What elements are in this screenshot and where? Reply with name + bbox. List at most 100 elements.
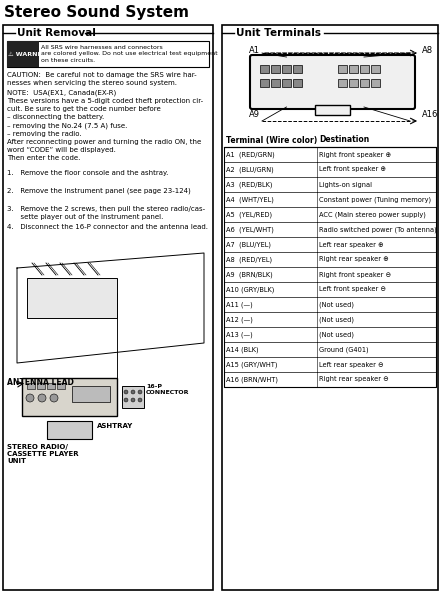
Bar <box>37 383 45 389</box>
Text: Right front speaker ⊕: Right front speaker ⊕ <box>319 151 391 157</box>
Text: Right front speaker ⊖: Right front speaker ⊖ <box>319 271 391 277</box>
Text: Left front speaker ⊖: Left front speaker ⊖ <box>319 286 386 292</box>
Text: 1.   Remove the floor console and the ashtray.: 1. Remove the floor console and the asht… <box>7 170 168 176</box>
Bar <box>224 207 436 222</box>
Circle shape <box>138 390 142 394</box>
Bar <box>224 282 436 297</box>
Text: ASHTRAY: ASHTRAY <box>97 423 133 429</box>
Bar <box>224 162 436 177</box>
Text: CAUTION:  Be careful not to damage the SRS wire har-
nesses when servicing the s: CAUTION: Be careful not to damage the SR… <box>7 72 197 86</box>
Text: Right rear speaker ⊖: Right rear speaker ⊖ <box>319 377 389 383</box>
Bar <box>224 342 436 357</box>
Text: A7  (BLU/YEL): A7 (BLU/YEL) <box>226 241 271 248</box>
Text: A13 (—): A13 (—) <box>226 331 253 338</box>
Bar <box>224 192 436 207</box>
Bar <box>370 79 380 87</box>
Circle shape <box>138 398 142 402</box>
Bar <box>27 383 35 389</box>
Text: Left rear speaker ⊕: Left rear speaker ⊕ <box>319 241 384 247</box>
Bar <box>224 147 436 387</box>
Text: A2  (BLU/GRN): A2 (BLU/GRN) <box>226 166 274 173</box>
Bar <box>337 65 347 73</box>
Text: Right rear speaker ⊕: Right rear speaker ⊕ <box>319 257 389 263</box>
Bar <box>315 105 350 115</box>
Text: (Not used): (Not used) <box>319 316 354 323</box>
Text: A9  (BRN/BLK): A9 (BRN/BLK) <box>226 271 273 278</box>
Text: ⚠ WARNING: ⚠ WARNING <box>8 52 50 56</box>
Text: A11 (—): A11 (—) <box>226 301 253 308</box>
Bar <box>7 41 39 67</box>
Bar <box>293 79 302 87</box>
Text: A10 (GRY/BLK): A10 (GRY/BLK) <box>226 286 274 293</box>
Circle shape <box>38 394 46 402</box>
Bar <box>122 386 144 408</box>
Text: A12 (—): A12 (—) <box>226 316 253 323</box>
Text: Left front speaker ⊕: Left front speaker ⊕ <box>319 166 386 173</box>
Text: Radio switched power (To antenna): Radio switched power (To antenna) <box>319 226 437 233</box>
Text: A15 (GRY/WHT): A15 (GRY/WHT) <box>226 361 277 368</box>
Text: Left rear speaker ⊖: Left rear speaker ⊖ <box>319 361 384 367</box>
Bar <box>224 267 436 282</box>
Circle shape <box>50 394 58 402</box>
Circle shape <box>124 398 128 402</box>
Text: Ground (G401): Ground (G401) <box>319 346 369 353</box>
Text: ACC (Main stereo power supply): ACC (Main stereo power supply) <box>319 211 426 218</box>
Bar <box>224 297 436 312</box>
Bar <box>47 421 92 439</box>
Bar <box>260 79 269 87</box>
Bar <box>224 147 436 162</box>
Text: A14 (BLK): A14 (BLK) <box>226 346 258 353</box>
Bar <box>57 383 65 389</box>
Text: 2.   Remove the instrument panel (see page 23-124): 2. Remove the instrument panel (see page… <box>7 188 191 194</box>
Bar <box>72 386 110 402</box>
Bar <box>224 312 436 327</box>
Bar <box>224 252 436 267</box>
Bar <box>224 372 436 387</box>
Bar <box>282 79 291 87</box>
Bar <box>337 79 347 87</box>
Text: A1  (RED/GRN): A1 (RED/GRN) <box>226 151 275 158</box>
Text: ANTENNA LEAD: ANTENNA LEAD <box>7 378 74 387</box>
Bar <box>222 25 438 590</box>
Bar <box>348 65 358 73</box>
Text: (Not used): (Not used) <box>319 301 354 308</box>
Bar <box>224 133 436 147</box>
Circle shape <box>124 390 128 394</box>
Bar <box>224 327 436 342</box>
Bar <box>224 222 436 237</box>
Text: All SRS wire harnesses and connectors
are colored yellow. Do not use electrical : All SRS wire harnesses and connectors ar… <box>41 45 217 63</box>
Bar <box>3 25 213 590</box>
Text: 3.   Remove the 2 screws, then pull the stereo radio/cas-
      sette player out: 3. Remove the 2 screws, then pull the st… <box>7 206 205 220</box>
Circle shape <box>26 394 34 402</box>
Text: NOTE:  USA(EX1, Canada(EX-R)
These versions have a 5-digit coded theft protectio: NOTE: USA(EX1, Canada(EX-R) These versio… <box>7 90 203 161</box>
Text: Unit Removal: Unit Removal <box>17 28 96 38</box>
Text: A9: A9 <box>249 110 260 119</box>
Text: (Not used): (Not used) <box>319 331 354 338</box>
Bar <box>7 41 209 67</box>
Bar <box>27 278 117 318</box>
Text: A8  (RED/YEL): A8 (RED/YEL) <box>226 256 272 263</box>
Bar <box>370 65 380 73</box>
Text: A5  (YEL/RED): A5 (YEL/RED) <box>226 211 272 218</box>
Bar <box>22 378 117 416</box>
Text: Constant power (Tuning memory): Constant power (Tuning memory) <box>319 196 431 203</box>
Bar <box>224 177 436 192</box>
Text: Stereo Sound System: Stereo Sound System <box>4 5 189 20</box>
Bar <box>293 65 302 73</box>
Text: 4.   Disconnect the 16-P connector and the antenna lead.: 4. Disconnect the 16-P connector and the… <box>7 224 208 230</box>
Bar <box>359 79 369 87</box>
Bar <box>224 237 436 252</box>
Text: A16: A16 <box>422 110 438 119</box>
FancyBboxPatch shape <box>250 55 415 109</box>
Text: STEREO RADIO/
CASSETTE PLAYER
UNIT: STEREO RADIO/ CASSETTE PLAYER UNIT <box>7 444 78 464</box>
Text: A16 (BRN/WHT): A16 (BRN/WHT) <box>226 376 278 383</box>
Bar <box>47 383 55 389</box>
Bar <box>348 79 358 87</box>
Text: A6  (YEL/WHT): A6 (YEL/WHT) <box>226 226 274 233</box>
Text: A8: A8 <box>422 46 433 55</box>
Text: A1: A1 <box>249 46 260 55</box>
Text: A4  (WHT/YEL): A4 (WHT/YEL) <box>226 196 274 203</box>
Bar <box>271 79 280 87</box>
Text: 16-P
CONNECTOR: 16-P CONNECTOR <box>146 384 190 395</box>
Text: Destination: Destination <box>319 136 369 145</box>
